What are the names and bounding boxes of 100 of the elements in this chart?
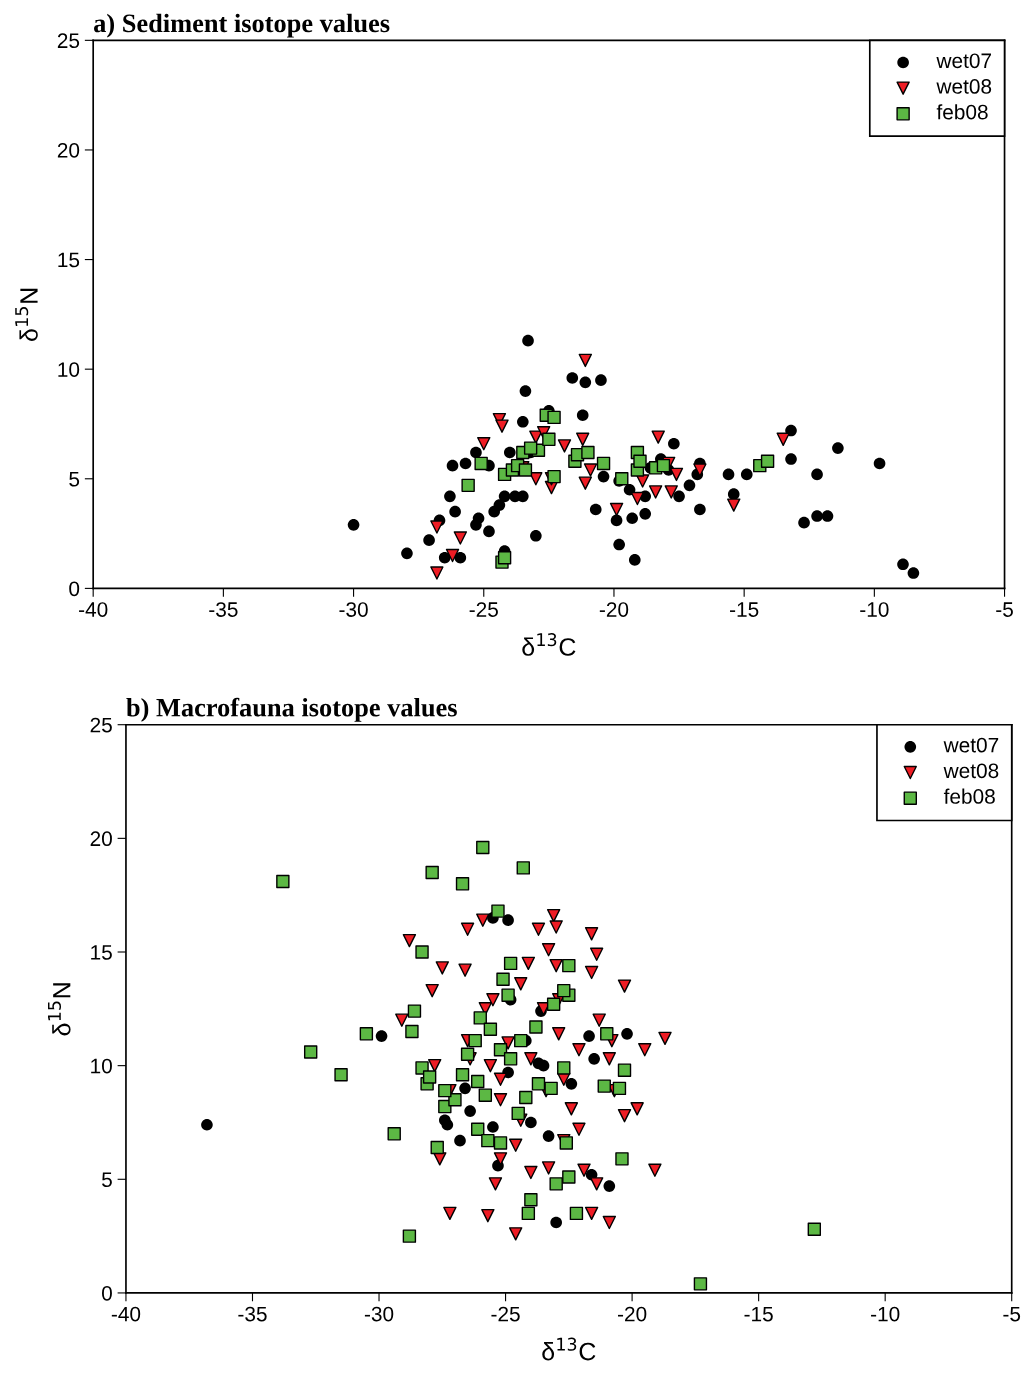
point <box>557 1061 571 1075</box>
point <box>583 1030 595 1042</box>
y-axis-title: δ$^{15}$N <box>48 983 71 1036</box>
point <box>550 1216 562 1229</box>
legend-label: feb08 <box>943 788 995 804</box>
point <box>471 1122 485 1136</box>
y-tick-label: 20 <box>90 831 112 847</box>
point <box>521 1206 536 1221</box>
y-tick-label: 10 <box>91 1058 112 1074</box>
point <box>565 1078 578 1090</box>
point <box>359 1027 374 1041</box>
point <box>524 1193 538 1207</box>
legend-label: feb08 <box>936 104 988 120</box>
point <box>529 472 543 486</box>
point <box>617 1063 632 1077</box>
point <box>609 502 624 517</box>
point <box>464 1105 476 1117</box>
y-tick-label: 0 <box>101 1285 112 1301</box>
point <box>468 1033 482 1048</box>
point <box>425 865 439 880</box>
point <box>422 1070 437 1084</box>
point <box>578 476 593 490</box>
point <box>455 1068 470 1082</box>
point <box>460 1047 475 1061</box>
point <box>503 1052 518 1066</box>
point <box>402 1229 417 1243</box>
point <box>557 983 571 998</box>
point <box>664 485 678 499</box>
point <box>461 478 475 493</box>
point <box>491 904 505 918</box>
point <box>453 531 468 545</box>
point <box>514 1033 528 1048</box>
point <box>578 353 593 368</box>
point <box>471 1074 485 1089</box>
point <box>502 914 514 926</box>
point <box>583 463 598 477</box>
y-tick-label: 25 <box>57 33 80 49</box>
x-tick-label: -25 <box>491 1306 520 1322</box>
point <box>693 463 707 477</box>
y-axis-title: δ$^{15}$N <box>15 288 38 341</box>
y-tick-label: 5 <box>102 1172 112 1188</box>
point <box>375 1030 388 1042</box>
point <box>569 1206 584 1221</box>
point <box>760 454 775 468</box>
x-tick-label: -15 <box>744 1306 773 1322</box>
point <box>537 1059 550 1072</box>
legend-label: wet07 <box>943 737 999 753</box>
point <box>776 432 790 447</box>
point <box>477 436 491 451</box>
y-tick-label: 5 <box>69 472 80 487</box>
point <box>542 432 556 447</box>
point <box>581 445 595 460</box>
point <box>600 1027 614 1041</box>
point <box>387 1127 401 1141</box>
point <box>588 1053 600 1065</box>
chart-title: b) Macrofauna isotope values <box>126 697 457 722</box>
point <box>547 410 561 425</box>
point <box>407 1004 422 1018</box>
point <box>562 1170 576 1184</box>
x-tick-label: -35 <box>209 602 238 617</box>
x-tick-label: -10 <box>860 602 889 617</box>
point <box>529 1020 543 1034</box>
point <box>651 430 665 444</box>
x-tick-label: -5 <box>1003 1306 1021 1322</box>
point <box>493 1136 508 1150</box>
x-tick-label: -20 <box>599 602 629 617</box>
point <box>334 1068 348 1082</box>
point <box>441 1118 454 1131</box>
point <box>648 485 663 499</box>
point <box>557 439 572 453</box>
x-tick-label: -10 <box>871 1306 900 1322</box>
point <box>430 520 444 534</box>
point <box>201 1118 213 1131</box>
point <box>503 956 518 971</box>
point <box>525 1116 537 1129</box>
y-tick-label: 25 <box>90 717 112 733</box>
point <box>603 1180 616 1192</box>
point <box>621 1028 633 1040</box>
point <box>633 454 647 468</box>
point <box>516 861 530 875</box>
point <box>496 972 510 986</box>
point <box>438 1083 452 1098</box>
legend-label: wet07 <box>936 53 991 69</box>
x-tick-label: -30 <box>364 1306 394 1322</box>
point <box>612 1081 627 1096</box>
point <box>549 1177 563 1191</box>
point <box>481 1133 495 1148</box>
point <box>448 1093 462 1107</box>
y-tick-label: 15 <box>91 945 112 960</box>
point <box>576 432 590 447</box>
point <box>445 548 460 563</box>
x-axis-title: δ$^{13}$C <box>542 1337 596 1361</box>
point <box>476 840 490 855</box>
point <box>546 997 561 1011</box>
legend-label: wet08 <box>936 79 992 94</box>
point <box>562 958 576 973</box>
point <box>630 491 645 506</box>
legend-label: wet08 <box>943 763 999 779</box>
point <box>519 1090 533 1105</box>
x-tick-label: -5 <box>996 602 1013 617</box>
